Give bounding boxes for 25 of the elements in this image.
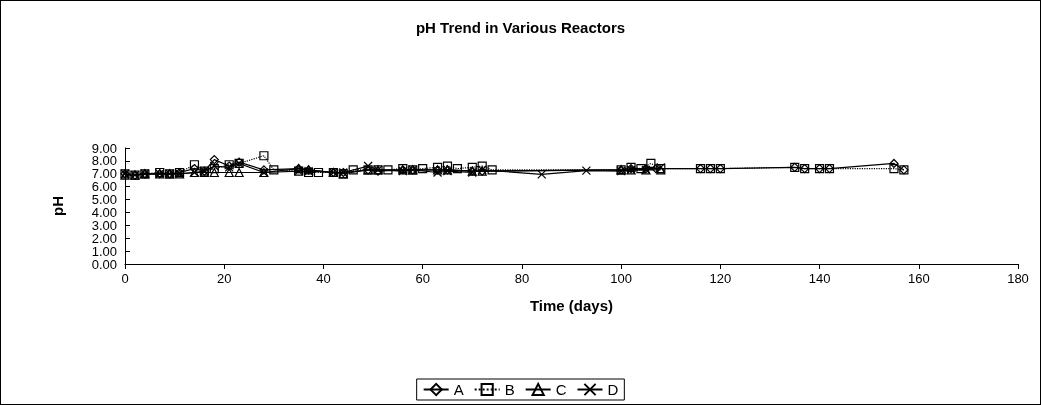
y-tick-label: 1.00 xyxy=(91,243,117,259)
x-tick-label: 40 xyxy=(316,271,331,286)
y-tick-label: 6.00 xyxy=(91,179,117,195)
y-tick-label: 7.00 xyxy=(91,166,117,182)
legend-label: A xyxy=(453,381,464,398)
y-tick-label: 8.00 xyxy=(91,153,117,169)
legend-label: D xyxy=(607,381,619,398)
y-tick-label: 3.00 xyxy=(91,217,117,233)
x-tick-label: 60 xyxy=(415,271,430,286)
y-axis-title: pH xyxy=(49,196,66,216)
x-tick-label: 20 xyxy=(216,271,232,286)
legend-label: C xyxy=(555,381,567,398)
x-tick-label: 140 xyxy=(808,271,831,286)
y-tick-label: 2.00 xyxy=(91,230,117,246)
x-tick-label: 80 xyxy=(514,271,530,286)
x-tick-label: 0 xyxy=(121,271,129,286)
x-tick-label: 180 xyxy=(1007,271,1029,286)
legend-label: B xyxy=(504,381,515,398)
chart-title: pH Trend in Various Reactors xyxy=(415,19,626,36)
y-tick-label: 9.00 xyxy=(91,140,117,156)
x-tick-label: 160 xyxy=(907,271,930,286)
x-tick-label: 120 xyxy=(709,271,732,286)
x-tick-label: 100 xyxy=(610,271,632,286)
y-tick-label: 0.00 xyxy=(91,256,117,272)
x-axis-title: Time (days) xyxy=(529,297,614,314)
